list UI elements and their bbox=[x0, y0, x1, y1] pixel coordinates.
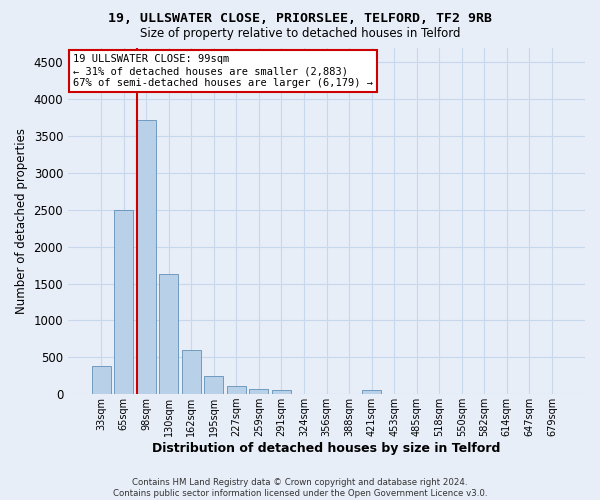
Bar bbox=[272, 390, 291, 394]
Bar bbox=[182, 350, 201, 394]
Text: Size of property relative to detached houses in Telford: Size of property relative to detached ho… bbox=[140, 28, 460, 40]
Bar bbox=[227, 386, 246, 394]
X-axis label: Distribution of detached houses by size in Telford: Distribution of detached houses by size … bbox=[152, 442, 501, 455]
Bar bbox=[204, 376, 223, 394]
Bar bbox=[114, 210, 133, 394]
Bar bbox=[92, 366, 110, 394]
Y-axis label: Number of detached properties: Number of detached properties bbox=[15, 128, 28, 314]
Bar bbox=[362, 390, 381, 394]
Bar bbox=[137, 120, 156, 394]
Text: 19, ULLSWATER CLOSE, PRIORSLEE, TELFORD, TF2 9RB: 19, ULLSWATER CLOSE, PRIORSLEE, TELFORD,… bbox=[108, 12, 492, 26]
Bar bbox=[159, 274, 178, 394]
Text: Contains HM Land Registry data © Crown copyright and database right 2024.
Contai: Contains HM Land Registry data © Crown c… bbox=[113, 478, 487, 498]
Bar bbox=[250, 390, 268, 394]
Text: 19 ULLSWATER CLOSE: 99sqm
← 31% of detached houses are smaller (2,883)
67% of se: 19 ULLSWATER CLOSE: 99sqm ← 31% of detac… bbox=[73, 54, 373, 88]
